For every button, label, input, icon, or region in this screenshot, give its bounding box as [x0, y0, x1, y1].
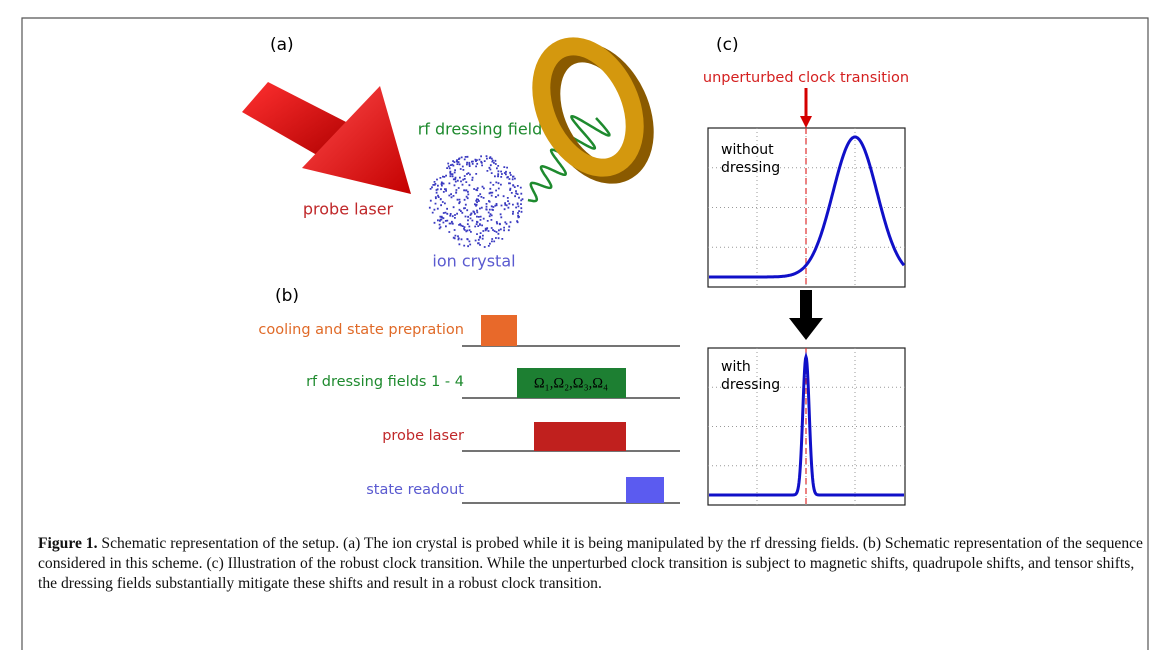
panel-label: (c) [716, 35, 739, 55]
figure-page: (a) probe laser ion crystal rf dressing … [0, 0, 1171, 650]
arrow-label: unperturbed clock transition [703, 70, 909, 86]
panel-label: (a) [270, 35, 294, 55]
row-label: probe laser [382, 428, 464, 444]
black-arrow [789, 290, 823, 340]
crystal-label: ion crystal [432, 252, 515, 271]
caption-text: Schematic representation of the setup. (… [38, 535, 1143, 592]
pulse [534, 422, 626, 451]
plot-label: without [721, 142, 774, 158]
ring [523, 31, 653, 183]
caption-title: Figure 1. [38, 535, 97, 552]
ion-crystal [429, 155, 523, 248]
panel-label: (b) [275, 286, 299, 306]
pulse [626, 477, 664, 503]
plot-label: dressing [721, 377, 780, 393]
caption: Figure 1. Schematic representation of th… [38, 534, 1146, 594]
pulse-text: Ω₁,Ω₂,Ω₃,Ω₄ [534, 375, 608, 391]
field-label: rf dressing field [418, 120, 543, 139]
plot-label: dressing [721, 160, 780, 176]
row-label: rf dressing fields 1 - 4 [306, 374, 464, 390]
row-label: cooling and state prepration [258, 322, 464, 338]
row-label: state readout [366, 482, 464, 498]
probe-label: probe laser [303, 200, 394, 219]
plot-label: with [721, 359, 751, 375]
pulse [481, 315, 517, 346]
